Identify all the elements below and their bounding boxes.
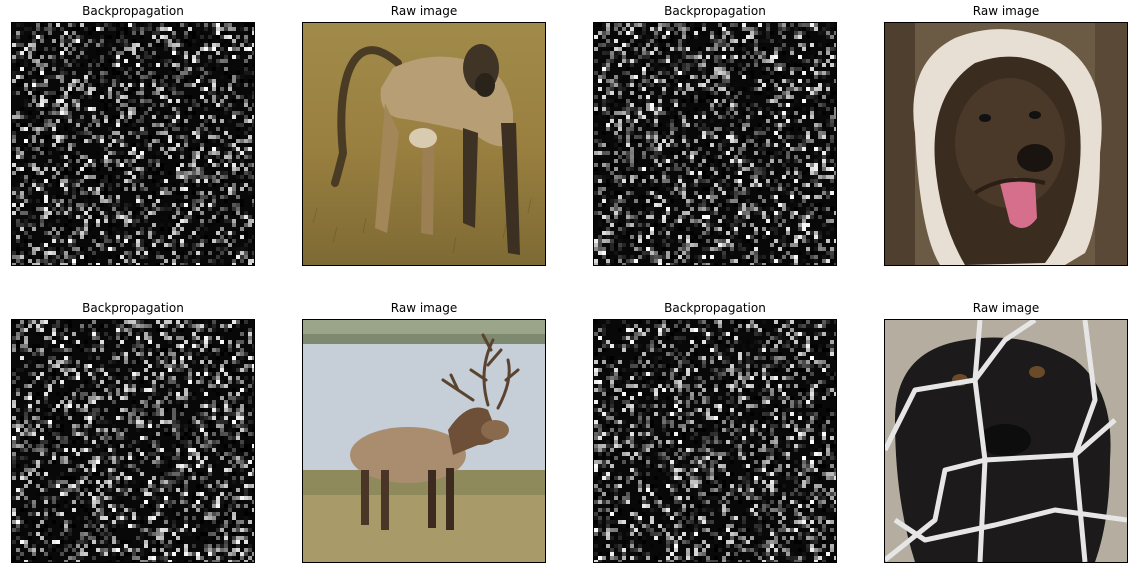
long-haired-dog-photo [884,22,1128,266]
panel-title: Backpropagation [82,301,184,315]
panel-raw-4: Raw image [884,297,1128,563]
panel-backprop-4: Backpropagation [593,297,837,563]
saliency-map-image [11,319,255,563]
panel-raw-1: Raw image [302,0,546,266]
panel-title: Raw image [390,4,458,18]
elk-photo [302,319,546,563]
panel-backprop-2: Backpropagation [593,0,837,266]
panel-title: Raw image [972,301,1040,315]
panel-backprop-1: Backpropagation [11,0,255,266]
panel-backprop-3: Backpropagation [11,297,255,563]
saliency-map-image [593,319,837,563]
saliency-map-image [593,22,837,266]
panel-raw-2: Raw image [884,0,1128,266]
baboon-photo [302,22,546,266]
saliency-map-image [11,22,255,266]
panel-title: Raw image [390,301,458,315]
panel-raw-3: Raw image [302,297,546,563]
panel-title: Backpropagation [664,301,766,315]
panel-title: Backpropagation [82,4,184,18]
dog-behind-fence-photo [884,319,1128,563]
panel-title: Raw image [972,4,1040,18]
panel-title: Backpropagation [664,4,766,18]
